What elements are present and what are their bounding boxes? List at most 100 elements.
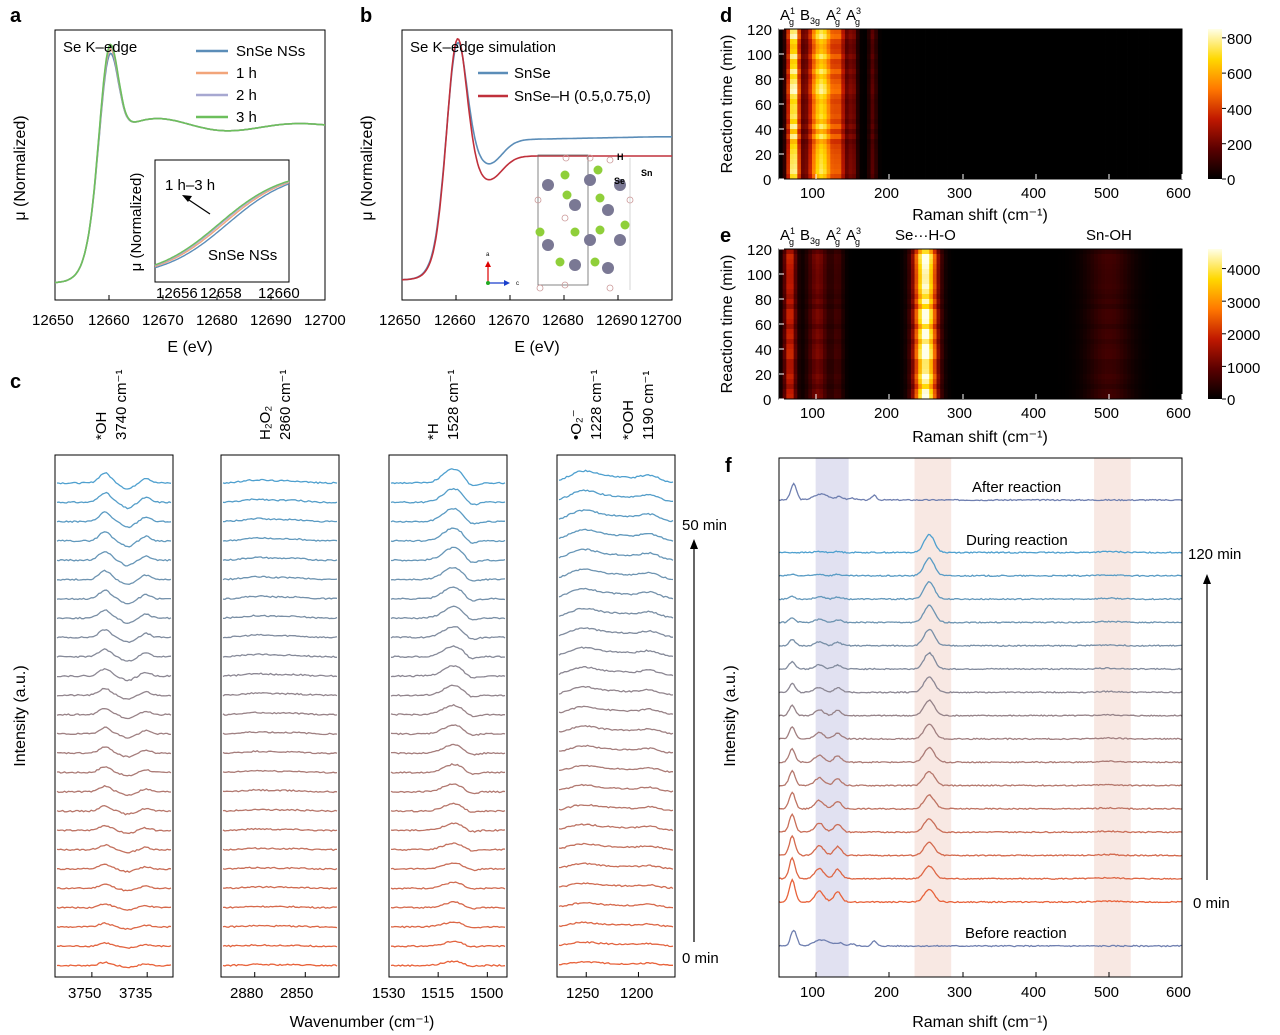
dHeat-cell [782, 174, 787, 180]
dHeat-cell [1050, 74, 1055, 80]
panel-a: 12650 12660 12670 12680 12690 12700 E (e… [12, 29, 346, 356]
dHeat-cell [1156, 39, 1161, 45]
spectrum-c-1-24 [222, 498, 338, 504]
eHeat-cell [1083, 294, 1088, 300]
dHeat-cell [1079, 109, 1084, 115]
dHeat-cell [859, 64, 864, 70]
eHeat-cell [819, 274, 824, 280]
eHeat-cell [896, 254, 901, 260]
dHeat-cell [951, 29, 956, 35]
dHeat-cell [965, 119, 970, 125]
eHeat-cell [969, 279, 974, 285]
dHeat-cell [1020, 84, 1025, 90]
dHeat-cell [1017, 149, 1022, 155]
eHeat-cell [1079, 289, 1084, 295]
dHeat-cell [1116, 119, 1121, 125]
eHeat-cell [815, 294, 820, 300]
dHeat-cell [940, 99, 945, 105]
spectrum-c-2-20 [390, 567, 506, 582]
eHeat-cell [881, 254, 886, 260]
dHeat-cell [936, 174, 941, 180]
dHeat-cell [969, 29, 974, 35]
dHeat-cell [808, 49, 813, 55]
eHeat-cell [855, 279, 860, 285]
eHeat-cell [1097, 264, 1102, 270]
eHeat-cell [841, 279, 846, 285]
eHeat-cell [995, 249, 1000, 255]
dHeat-cell [962, 124, 967, 130]
dHeat-cell [969, 49, 974, 55]
dHeat-cell [866, 124, 871, 130]
eHeat-cell [1035, 259, 1040, 265]
dHeat-cell [932, 154, 937, 160]
eHeat-cell [852, 264, 857, 270]
eHeat-cell [1057, 279, 1062, 285]
dHeat-cell [1079, 59, 1084, 65]
dHeat-cell [789, 129, 795, 135]
eHeat-cell [958, 304, 963, 310]
dHeat-cell [1105, 169, 1110, 175]
dHeat-cell [1090, 124, 1095, 130]
eHeat-cell [1024, 284, 1029, 290]
dHeat-cell [987, 104, 992, 110]
dHeat-cell [1079, 44, 1084, 50]
eHeat-cell [786, 289, 791, 295]
eHeat-cell [958, 289, 963, 295]
dHeat-cell [1178, 89, 1183, 95]
eHeat-cell [815, 304, 820, 310]
dHeat-cell [808, 114, 813, 120]
panel-label-c: c [10, 371, 21, 393]
dHeat-cell [1028, 154, 1033, 160]
dHeat-cell [1057, 154, 1062, 160]
dHeat-cell [1006, 74, 1011, 80]
dHeat-cell [969, 39, 974, 45]
dHeat-cell [1061, 124, 1066, 130]
dHeat-cell [995, 129, 1000, 135]
dHeat-cell [1013, 139, 1018, 145]
dHeat-cell [976, 164, 981, 170]
eHeat-cell [782, 259, 787, 265]
dHeat-cell [973, 164, 978, 170]
dHeat-cell [804, 114, 809, 120]
eHeat-cell [947, 299, 952, 305]
dHeat-cell [1163, 64, 1168, 70]
dHeat-cell [940, 119, 945, 125]
dHeat-cell [1112, 109, 1117, 115]
dHeat-cell [1160, 109, 1165, 115]
eHeat-cell [888, 289, 893, 295]
eHeat-cell [998, 264, 1003, 270]
dHeat-cell [1072, 174, 1077, 180]
eHeat-cell [1156, 269, 1161, 275]
eHeat-cell [998, 289, 1003, 295]
dHeat-cell [877, 139, 882, 145]
dHeat-cell [782, 79, 787, 85]
eHeat-cell [969, 259, 974, 265]
dHeat-cell [1171, 104, 1176, 110]
series-group-b [402, 37, 672, 281]
dHeat-cell [1141, 64, 1146, 70]
dHeat-cell [833, 114, 839, 120]
eHeat-cell [1163, 279, 1168, 285]
dHeat-cell [1105, 119, 1110, 125]
dHeat-cell [888, 119, 893, 125]
dHeat-cell [837, 144, 842, 150]
eHeat-cell [903, 269, 908, 275]
dHeat-cell [786, 109, 791, 115]
dHeat-cell [954, 89, 959, 95]
eHeat-cell [863, 294, 868, 300]
dHeat-cell [1086, 94, 1091, 100]
dHeat-cell [925, 104, 930, 110]
dHeat-cell [936, 69, 941, 75]
dHeat-cell [962, 109, 967, 115]
dHeat-cell [1035, 74, 1040, 80]
eHeat-cell [1171, 254, 1176, 260]
dHeat-cell [973, 109, 978, 115]
dHeat-cell [1039, 169, 1044, 175]
dHeat-cell [808, 129, 813, 135]
eHeat-cell [1141, 299, 1146, 305]
eHeat-cell [991, 284, 996, 290]
dHeat-cell [984, 39, 989, 45]
dHeat-cell [1116, 104, 1121, 110]
eHeat-cell [1068, 294, 1073, 300]
atom-h-1 [586, 154, 594, 162]
